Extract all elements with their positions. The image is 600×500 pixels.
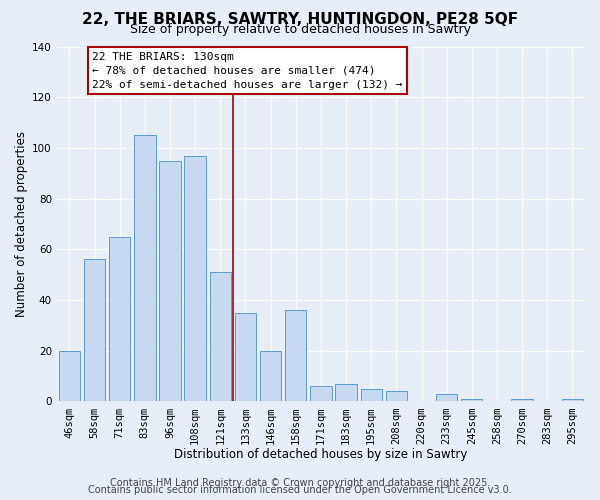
Bar bbox=[134, 135, 155, 402]
Bar bbox=[562, 399, 583, 402]
Bar bbox=[235, 312, 256, 402]
Bar bbox=[109, 236, 130, 402]
X-axis label: Distribution of detached houses by size in Sawtry: Distribution of detached houses by size … bbox=[174, 448, 467, 461]
Bar bbox=[285, 310, 307, 402]
Text: Contains HM Land Registry data © Crown copyright and database right 2025.: Contains HM Land Registry data © Crown c… bbox=[110, 478, 490, 488]
Bar bbox=[310, 386, 332, 402]
Bar bbox=[436, 394, 457, 402]
Text: 22, THE BRIARS, SAWTRY, HUNTINGDON, PE28 5QF: 22, THE BRIARS, SAWTRY, HUNTINGDON, PE28… bbox=[82, 12, 518, 28]
Bar bbox=[209, 272, 231, 402]
Bar bbox=[386, 392, 407, 402]
Y-axis label: Number of detached properties: Number of detached properties bbox=[15, 131, 28, 317]
Text: 22 THE BRIARS: 130sqm
← 78% of detached houses are smaller (474)
22% of semi-det: 22 THE BRIARS: 130sqm ← 78% of detached … bbox=[92, 52, 403, 90]
Bar bbox=[361, 389, 382, 402]
Bar bbox=[511, 399, 533, 402]
Text: Size of property relative to detached houses in Sawtry: Size of property relative to detached ho… bbox=[130, 22, 470, 36]
Bar bbox=[159, 160, 181, 402]
Bar bbox=[59, 351, 80, 402]
Bar bbox=[84, 260, 105, 402]
Bar bbox=[184, 156, 206, 402]
Bar bbox=[335, 384, 357, 402]
Bar bbox=[260, 351, 281, 402]
Text: Contains public sector information licensed under the Open Government Licence v3: Contains public sector information licen… bbox=[88, 485, 512, 495]
Bar bbox=[461, 399, 482, 402]
